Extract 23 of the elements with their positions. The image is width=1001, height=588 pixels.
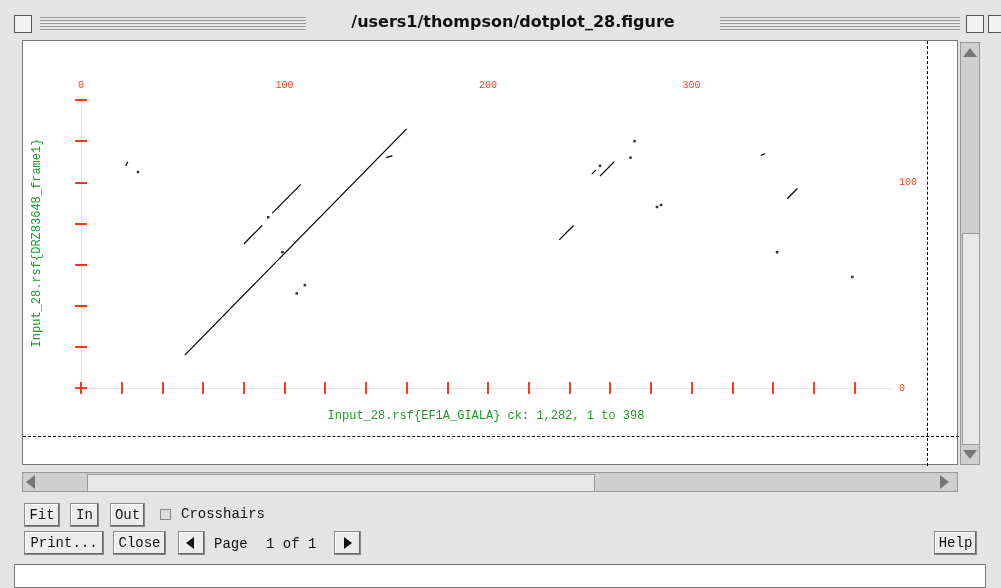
- point: [281, 251, 284, 254]
- text: Out: [110, 503, 145, 527]
- x-tick-label: 100: [275, 79, 294, 91]
- chart-title: /users1/thompson/dotplot_28.figure: [350, 12, 676, 31]
- x-tick-label: 300: [682, 79, 701, 91]
- text: Help: [934, 531, 977, 555]
- text: 1 of 1: [266, 536, 317, 552]
- text: In: [70, 503, 99, 527]
- x-axis-title: Input_28.rsf{EF1A_GIALA} ck: 1,282, 1 to 398: [327, 409, 645, 423]
- point: [629, 156, 632, 159]
- point: [295, 292, 298, 295]
- x-tick-label: 0: [77, 79, 85, 91]
- point: [633, 139, 636, 143]
- y-axis-title: Input_28.rsf{DRZ83648_frame1}: [30, 138, 44, 348]
- text: Close: [113, 531, 166, 555]
- text: Crosshairs: [181, 506, 266, 522]
- text: Fit: [24, 503, 60, 527]
- text: Print...: [24, 531, 104, 555]
- point: [266, 216, 270, 219]
- point: [851, 275, 854, 279]
- point: [775, 251, 779, 254]
- text: Page: [214, 536, 248, 552]
- x-tick-label: 200: [479, 79, 498, 91]
